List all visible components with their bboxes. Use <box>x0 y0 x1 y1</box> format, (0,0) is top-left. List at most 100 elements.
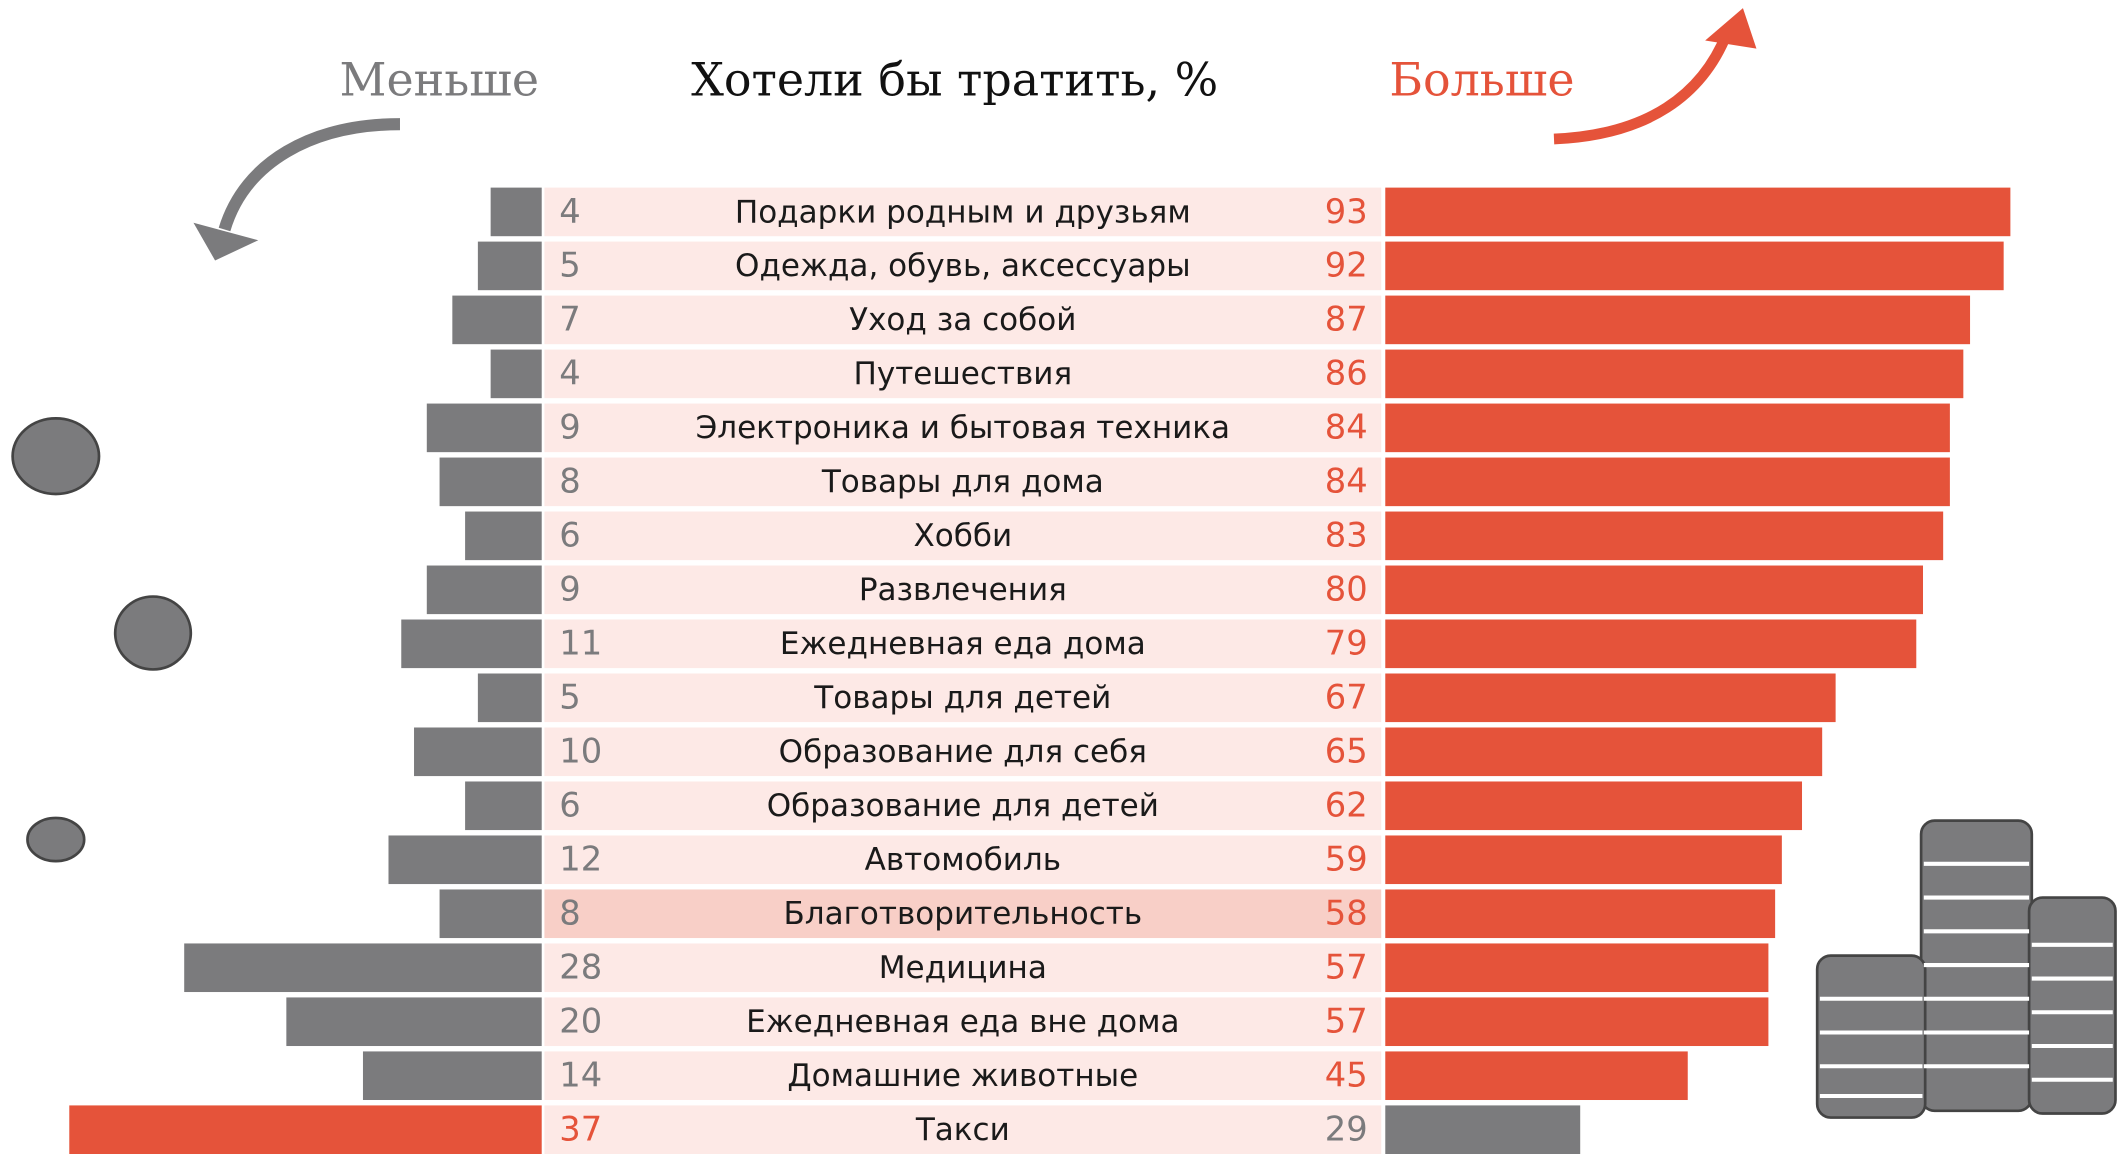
bar-more <box>1385 511 1944 561</box>
category-label: Медицина <box>879 950 1047 986</box>
arrow-more <box>1553 31 1732 145</box>
category-label: Ежедневная еда вне дома <box>746 1004 1179 1040</box>
row-background <box>544 457 1382 507</box>
value-more: 92 <box>1325 246 1368 285</box>
row-background <box>544 295 1382 345</box>
row-background <box>544 1105 1382 1154</box>
value-less: 4 <box>559 354 580 393</box>
value-more: 93 <box>1325 192 1368 231</box>
bar-less <box>426 565 542 615</box>
row-background <box>544 889 1382 939</box>
value-less: 20 <box>559 1002 602 1041</box>
row-background <box>544 1051 1382 1101</box>
category-label: Домашние животные <box>787 1058 1138 1094</box>
bar-less <box>490 187 542 237</box>
value-more: 86 <box>1325 354 1368 393</box>
value-less: 7 <box>559 300 580 339</box>
value-more: 62 <box>1325 786 1368 825</box>
category-label: Развлечения <box>859 572 1067 608</box>
bar-more <box>1385 1051 1688 1101</box>
value-less: 5 <box>559 246 580 285</box>
bar-more <box>1385 403 1950 453</box>
value-more: 29 <box>1325 1110 1368 1149</box>
value-more: 83 <box>1325 516 1368 555</box>
category-label: Хобби <box>913 518 1012 554</box>
row-background <box>544 241 1382 291</box>
value-less: 6 <box>559 516 580 555</box>
bar-more <box>1385 889 1776 939</box>
bar-less <box>388 835 542 885</box>
value-less: 14 <box>559 1056 602 1095</box>
arrow-less-head <box>193 222 259 261</box>
category-label: Товары для детей <box>813 680 1111 716</box>
bar-less <box>401 619 542 669</box>
bar-less <box>490 349 542 399</box>
value-more: 67 <box>1325 678 1368 717</box>
bar-more <box>1385 295 1971 345</box>
bar-more <box>1385 943 1769 993</box>
row-background <box>544 673 1382 723</box>
bar-less <box>477 241 542 291</box>
value-more: 57 <box>1325 1002 1368 1041</box>
legend-more: Больше <box>1389 53 1574 107</box>
row-background <box>544 835 1382 885</box>
legend-less: Меньше <box>340 53 539 107</box>
category-label: Товары для дома <box>821 464 1104 500</box>
bar-less <box>439 889 542 939</box>
category-label: Автомобиль <box>865 842 1061 878</box>
category-label: Такси <box>915 1112 1010 1148</box>
value-more: 58 <box>1325 894 1368 933</box>
bar-more <box>1385 187 2011 237</box>
value-less: 6 <box>559 786 580 825</box>
value-more: 87 <box>1325 300 1368 339</box>
bar-less <box>477 673 542 723</box>
bar-more <box>1385 997 1769 1047</box>
bar-less <box>414 727 542 777</box>
value-less: 4 <box>559 192 580 231</box>
row-background <box>544 565 1382 615</box>
value-less: 11 <box>559 624 602 663</box>
bar-less <box>69 1105 542 1154</box>
value-more: 57 <box>1325 948 1368 987</box>
value-less: 12 <box>559 840 602 879</box>
bar-less <box>465 511 542 561</box>
bar-more <box>1385 781 1803 831</box>
category-label: Электроника и бытовая техника <box>696 410 1231 446</box>
coin-stripes <box>1819 861 2113 1098</box>
value-less: 10 <box>559 732 602 771</box>
bar-less <box>439 457 542 507</box>
category-label: Образование для детей <box>767 788 1159 824</box>
arrow-more-head <box>1705 8 1757 49</box>
value-more: 59 <box>1325 840 1368 879</box>
category-label: Уход за собой <box>849 302 1076 338</box>
value-more: 80 <box>1325 570 1368 609</box>
bar-more <box>1385 1105 1581 1154</box>
value-less: 9 <box>559 570 580 609</box>
value-less: 8 <box>559 462 580 501</box>
bar-less <box>426 403 542 453</box>
bar-more <box>1385 727 1823 777</box>
bar-less <box>184 943 542 993</box>
category-label: Путешествия <box>854 356 1073 392</box>
bar-more <box>1385 349 1964 399</box>
value-more: 84 <box>1325 408 1368 447</box>
bar-less <box>452 295 542 345</box>
row-background <box>544 187 1382 237</box>
row-background <box>544 943 1382 993</box>
bar-less <box>286 997 542 1047</box>
category-label: Одежда, обувь, аксессуары <box>735 248 1191 284</box>
bar-more <box>1385 565 1924 615</box>
row-background <box>544 781 1382 831</box>
category-label: Образование для себя <box>779 734 1147 770</box>
value-more: 65 <box>1325 732 1368 771</box>
row-background <box>544 997 1382 1047</box>
value-less: 37 <box>559 1110 602 1149</box>
bar-less <box>362 1051 542 1101</box>
bar-more <box>1385 457 1950 507</box>
value-less: 28 <box>559 948 602 987</box>
row-background <box>544 511 1382 561</box>
bar-more <box>1385 241 2004 291</box>
value-less: 9 <box>559 408 580 447</box>
bar-less <box>465 781 542 831</box>
